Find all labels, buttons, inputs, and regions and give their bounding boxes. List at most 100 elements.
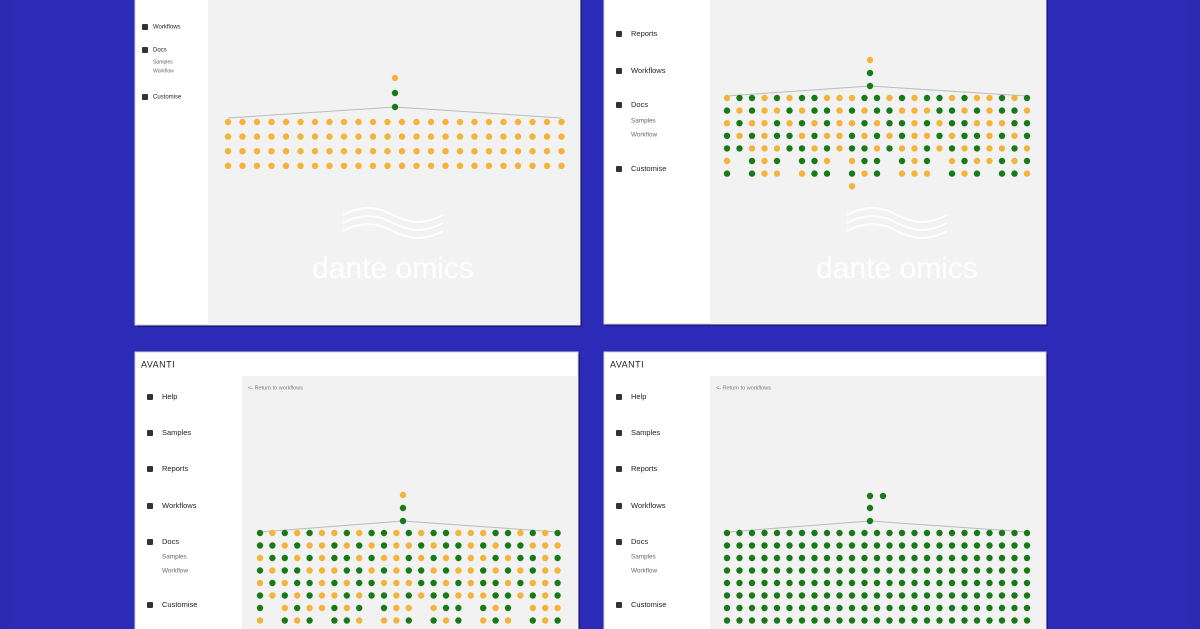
nav-item[interactable]: Help bbox=[631, 392, 646, 401]
node bbox=[898, 617, 906, 624]
node bbox=[455, 604, 462, 612]
node bbox=[998, 554, 1006, 562]
node bbox=[554, 529, 561, 537]
node bbox=[281, 554, 288, 562]
node bbox=[480, 579, 487, 587]
nav-item[interactable]: Workflows bbox=[162, 501, 197, 510]
nav-subitem[interactable]: Workflow bbox=[153, 68, 174, 74]
node bbox=[1011, 554, 1018, 562]
node bbox=[413, 133, 420, 140]
node bbox=[331, 567, 338, 574]
node bbox=[405, 592, 412, 599]
node bbox=[1011, 617, 1018, 624]
node bbox=[318, 554, 326, 562]
node bbox=[343, 579, 350, 587]
node bbox=[836, 567, 843, 574]
nav-item[interactable]: Workflows bbox=[631, 66, 666, 75]
node bbox=[542, 554, 549, 562]
node bbox=[326, 118, 333, 126]
node bbox=[936, 132, 943, 139]
node bbox=[923, 579, 931, 587]
node bbox=[504, 617, 512, 624]
nav-subitem[interactable]: Workflow bbox=[162, 568, 188, 575]
node bbox=[554, 604, 561, 612]
node bbox=[318, 579, 326, 587]
node bbox=[1023, 529, 1031, 537]
node bbox=[368, 579, 375, 587]
nav-item[interactable]: Reports bbox=[162, 464, 189, 473]
node bbox=[898, 579, 906, 587]
node bbox=[898, 170, 906, 177]
node bbox=[393, 592, 400, 599]
node bbox=[811, 145, 818, 152]
node bbox=[836, 617, 843, 624]
node bbox=[848, 567, 856, 574]
nav-icon bbox=[147, 466, 153, 472]
nav-item[interactable]: Workflows bbox=[631, 501, 666, 510]
node bbox=[318, 592, 326, 599]
nav-subitem[interactable]: Samples bbox=[162, 554, 187, 561]
node bbox=[861, 592, 868, 599]
nav-item[interactable]: Docs bbox=[631, 100, 648, 109]
nav-item[interactable]: Customise bbox=[162, 600, 197, 609]
node bbox=[356, 567, 363, 574]
watermark-logo bbox=[846, 207, 948, 223]
node bbox=[773, 157, 781, 165]
node bbox=[736, 120, 743, 127]
nav-item[interactable]: Workflows bbox=[153, 25, 181, 31]
node bbox=[297, 148, 304, 155]
nav-subitem[interactable]: Samples bbox=[153, 59, 173, 65]
nav-subitem[interactable]: Workflow bbox=[631, 132, 657, 139]
nav-item[interactable]: Docs bbox=[162, 537, 179, 546]
node bbox=[836, 604, 843, 612]
node bbox=[723, 592, 731, 599]
node bbox=[736, 554, 743, 562]
nav-subitem[interactable]: Samples bbox=[631, 554, 656, 561]
nav-subitem[interactable]: Samples bbox=[631, 118, 656, 125]
node bbox=[973, 170, 981, 177]
nav-item[interactable]: Customise bbox=[153, 95, 182, 101]
node bbox=[798, 579, 806, 587]
edge bbox=[726, 85, 871, 97]
node bbox=[282, 118, 290, 126]
node bbox=[786, 107, 793, 114]
node bbox=[773, 604, 781, 612]
node bbox=[442, 133, 449, 140]
node bbox=[786, 542, 793, 549]
node bbox=[430, 592, 437, 599]
node bbox=[517, 554, 524, 562]
nav-icon bbox=[147, 602, 153, 608]
node bbox=[356, 529, 363, 537]
nav-item[interactable]: Reports bbox=[631, 464, 658, 473]
node bbox=[256, 579, 264, 587]
canvas-area bbox=[208, 0, 580, 325]
nav-item[interactable]: Customise bbox=[631, 600, 666, 609]
node bbox=[340, 162, 348, 169]
nav-item[interactable]: Reports bbox=[631, 29, 658, 38]
node bbox=[723, 120, 731, 127]
node bbox=[873, 107, 881, 114]
node bbox=[480, 604, 487, 612]
node bbox=[998, 604, 1006, 612]
nav-subitem[interactable]: Workflow bbox=[631, 568, 657, 575]
node bbox=[761, 617, 768, 624]
node bbox=[866, 69, 874, 77]
workflow-graph bbox=[224, 74, 565, 169]
nav-item[interactable]: Samples bbox=[162, 428, 191, 437]
nav-item[interactable]: Docs bbox=[631, 537, 648, 546]
node bbox=[393, 617, 400, 624]
node bbox=[306, 529, 313, 537]
node bbox=[369, 118, 377, 126]
node bbox=[471, 133, 478, 140]
node bbox=[773, 567, 781, 574]
node bbox=[823, 604, 831, 612]
node bbox=[948, 542, 956, 549]
nav-item[interactable]: Help bbox=[162, 392, 177, 401]
nav-item[interactable]: Customise bbox=[631, 164, 666, 173]
node bbox=[268, 162, 275, 169]
nav-item[interactable]: Docs bbox=[153, 48, 167, 54]
nav-icon bbox=[147, 503, 153, 509]
node bbox=[948, 604, 956, 612]
nav-item[interactable]: Samples bbox=[631, 428, 660, 437]
node bbox=[514, 162, 522, 169]
